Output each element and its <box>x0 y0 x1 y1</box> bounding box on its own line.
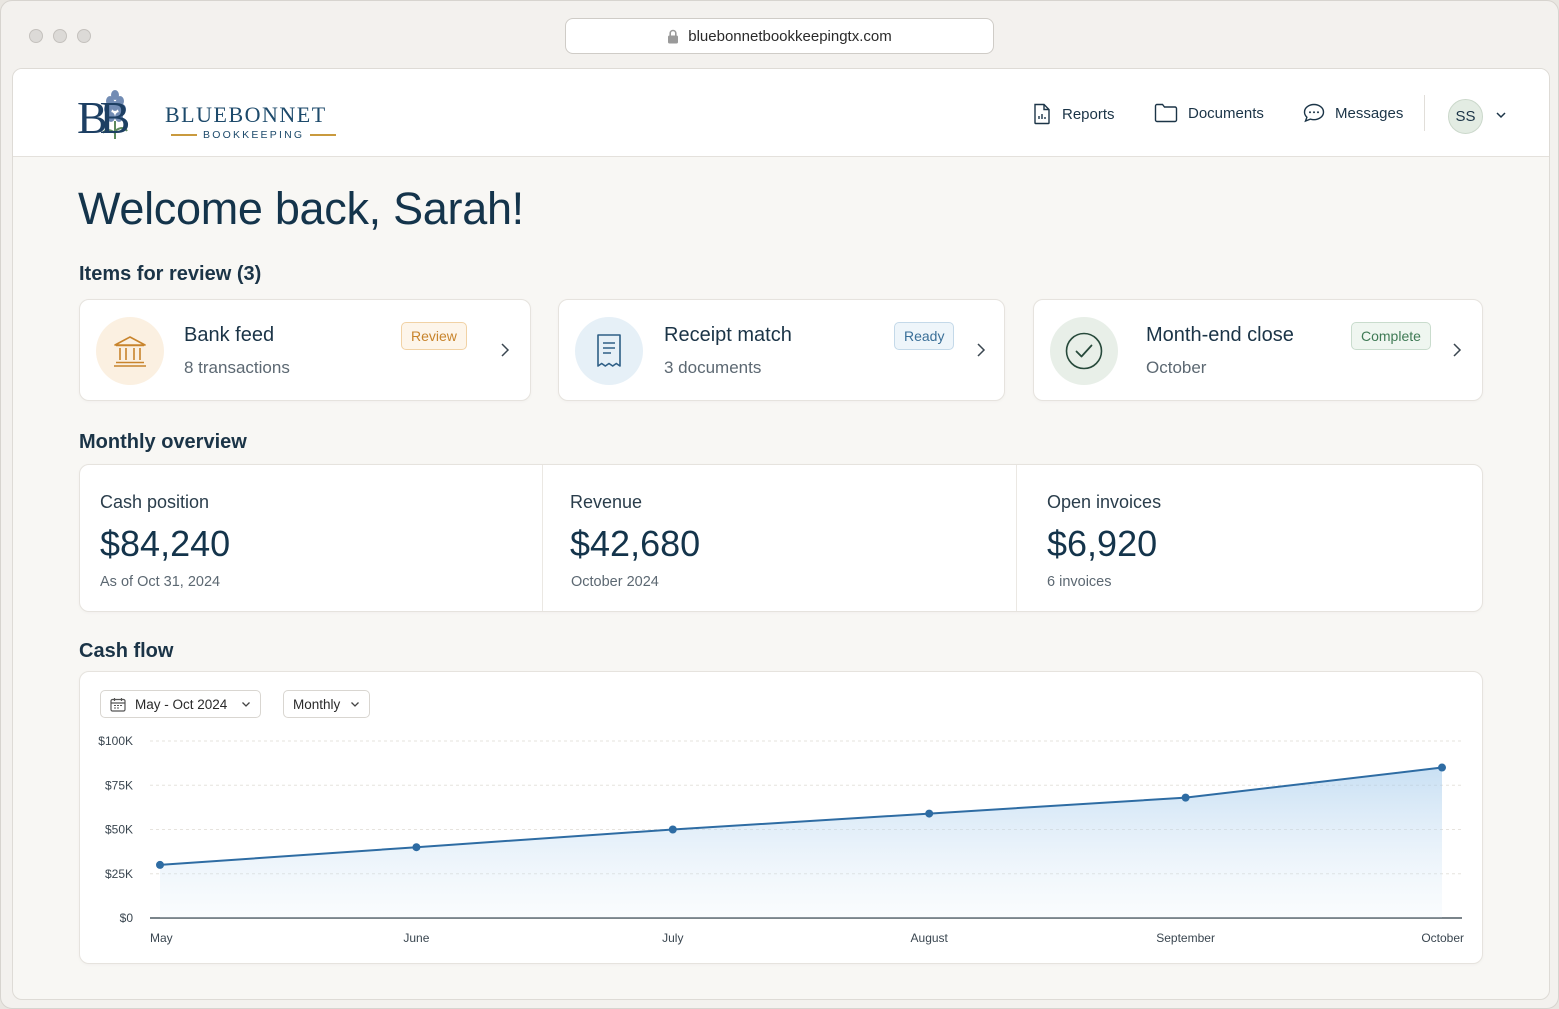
period-value: Monthly <box>293 696 341 712</box>
zoom-window-button[interactable] <box>77 29 91 43</box>
brand-subtitle: BOOKKEEPING <box>203 129 305 141</box>
y-tick-label: $0 <box>120 911 134 925</box>
nav-documents[interactable]: Documents <box>1154 103 1264 123</box>
close-window-button[interactable] <box>29 29 43 43</box>
chevron-down-icon[interactable] <box>1495 111 1507 119</box>
metric-subtext: As of Oct 31, 2024 <box>100 574 221 590</box>
lock-icon <box>668 29 679 43</box>
x-tick-label: October <box>1421 931 1464 945</box>
metric-value: $6,920 <box>1047 523 1158 564</box>
date-range-value: May - Oct 2024 <box>135 696 228 712</box>
receipt-icon <box>597 334 621 367</box>
status-badge-review: Review <box>401 322 467 350</box>
review-title: Month-end close <box>1146 324 1294 346</box>
metric-revenue: Revenue $42,680 October 2024 <box>542 465 1016 611</box>
cashflow-section-title: Cash flow <box>79 640 174 662</box>
chevron-down-icon <box>351 701 359 707</box>
nav-messages[interactable]: Messages <box>1303 103 1403 123</box>
page-title: Welcome back, Sarah! <box>78 183 524 234</box>
overview-section-title: Monthly overview <box>79 431 247 453</box>
x-tick-label: June <box>403 931 429 945</box>
check-circle-icon <box>1065 332 1103 370</box>
x-tick-label: May <box>150 931 173 945</box>
series-line <box>159 766 1443 866</box>
data-point <box>1181 793 1190 802</box>
metric-subtext: 6 invoices <box>1047 574 1112 590</box>
data-point <box>1438 763 1446 772</box>
review-subtitle: 8 transactions <box>184 358 290 377</box>
title-bar: bluebonnetbookkeepingtx.com <box>1 1 1558 69</box>
nav-messages-label: Messages <box>1335 104 1404 122</box>
cash-flow-card: $0 $25K $50K $75K $100K May June July August Sept… <box>79 671 1483 964</box>
data-point <box>156 860 164 869</box>
monthly-overview-card: Cash position $84,240 As of Oct 31, 2024… <box>79 464 1483 612</box>
app-page: BB BLUEBONNET BOOKKEEPING Reports Docume… <box>12 68 1550 1000</box>
nav-reports[interactable]: Reports <box>1032 103 1115 125</box>
chevron-right-icon <box>501 343 510 357</box>
brand-logo[interactable]: BB BLUEBONNET BOOKKEEPING <box>75 79 340 149</box>
calendar-icon <box>110 697 126 712</box>
review-card-month-end-close[interactable]: Month-end close October Complete <box>1033 299 1483 401</box>
nav-reports-label: Reports <box>1062 105 1115 123</box>
folder-icon <box>1154 103 1178 123</box>
check-icon-circle <box>1050 317 1118 385</box>
chevron-right-icon <box>1453 343 1462 357</box>
status-badge-ready: Ready <box>894 322 955 350</box>
bank-icon-circle <box>96 317 164 385</box>
nav-divider <box>1424 95 1425 131</box>
report-icon <box>1034 103 1050 125</box>
url-text: bluebonnetbookkeepingtx.com <box>688 27 892 45</box>
review-card-receipt-match[interactable]: Receipt match 3 documents Ready <box>558 299 1005 401</box>
review-title: Receipt match <box>664 324 792 346</box>
brand-name: BLUEBONNET <box>165 102 327 127</box>
data-point <box>412 843 421 852</box>
date-range-dropdown[interactable]: May - Oct 2024 <box>100 690 261 718</box>
bluebonnet-monogram-icon: BB <box>77 90 137 143</box>
address-bar[interactable]: bluebonnetbookkeepingtx.com <box>565 18 994 54</box>
chat-icon <box>1303 103 1325 123</box>
metric-label: Revenue <box>570 492 643 512</box>
metric-cash-position: Cash position $84,240 As of Oct 31, 2024 <box>80 465 542 611</box>
chevron-down-icon <box>242 701 250 707</box>
review-title: Bank feed <box>184 324 275 346</box>
user-initials: SS <box>1455 108 1476 125</box>
review-subtitle: October <box>1146 358 1207 377</box>
receipt-icon-circle <box>575 317 643 385</box>
period-dropdown[interactable]: Monthly <box>283 690 370 718</box>
review-subtitle: 3 documents <box>664 358 762 377</box>
nav-documents-label: Documents <box>1188 104 1264 122</box>
x-tick-label: July <box>662 931 683 945</box>
user-avatar[interactable]: SS <box>1448 99 1483 134</box>
metric-subtext: October 2024 <box>571 574 659 590</box>
app-header: BB BLUEBONNET BOOKKEEPING Reports Docume… <box>13 69 1549 157</box>
x-tick-label: August <box>911 931 949 945</box>
x-tick-label: September <box>1156 931 1215 945</box>
cash-flow-chart: $0 $25K $50K $75K $100K May June July August Sept… <box>98 734 1464 945</box>
metric-value: $84,240 <box>100 523 231 564</box>
review-card-bank-feed[interactable]: Bank feed 8 transactions Review <box>79 299 531 401</box>
logo-monogram: BB <box>77 92 129 143</box>
review-section-title: Items for review (3) <box>79 263 262 285</box>
y-tick-label: $50K <box>105 823 133 837</box>
metric-value: $42,680 <box>570 523 701 564</box>
series-area <box>160 767 1442 918</box>
chevron-right-icon <box>977 343 986 357</box>
metric-label: Cash position <box>100 492 210 512</box>
status-badge-complete: Complete <box>1351 322 1431 350</box>
brand-subtitle-row: BOOKKEEPING <box>165 129 342 141</box>
y-tick-label: $100K <box>98 734 133 748</box>
y-tick-label: $75K <box>105 778 133 792</box>
minimize-window-button[interactable] <box>53 29 67 43</box>
data-point <box>925 809 934 818</box>
metric-label: Open invoices <box>1047 492 1162 512</box>
bank-icon <box>114 336 146 367</box>
data-point <box>668 825 677 834</box>
y-tick-label: $25K <box>105 867 133 881</box>
metric-open-invoices: Open invoices $6,920 6 invoices <box>1016 465 1482 611</box>
